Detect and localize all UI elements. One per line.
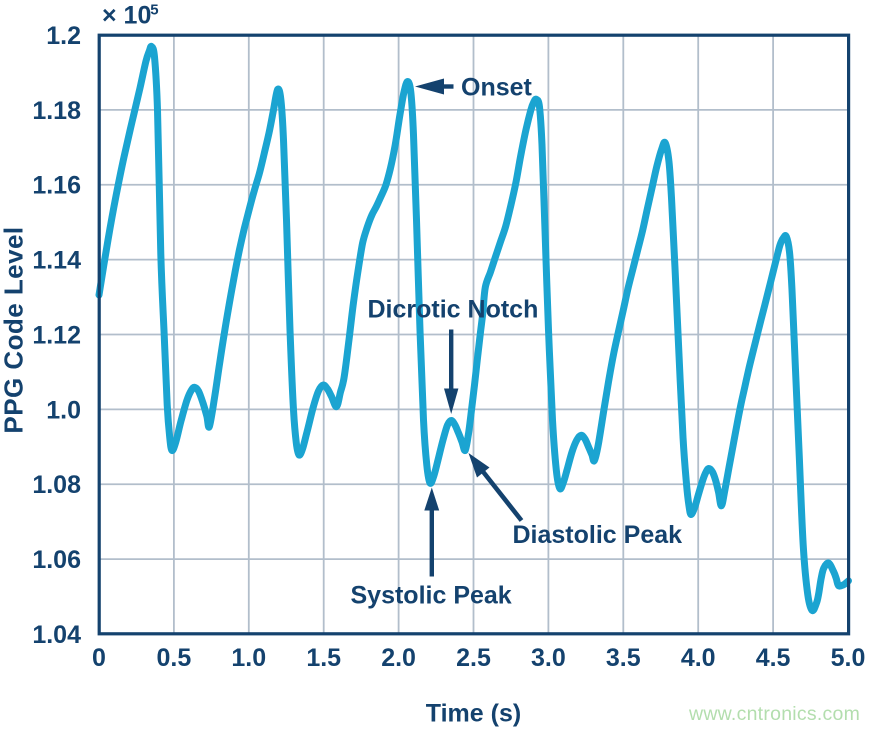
svg-text:PPG Code Level: PPG Code Level bbox=[0, 226, 28, 433]
svg-text:1.5: 1.5 bbox=[306, 644, 341, 672]
svg-text:4.5: 4.5 bbox=[756, 644, 791, 672]
svg-text:Dicrotic Notch: Dicrotic Notch bbox=[368, 296, 539, 324]
svg-text:Time (s): Time (s) bbox=[426, 700, 521, 728]
svg-text:3.0: 3.0 bbox=[531, 644, 566, 672]
svg-text:Systolic Peak: Systolic Peak bbox=[351, 582, 512, 610]
svg-text:2.0: 2.0 bbox=[381, 644, 416, 672]
svg-text:0.5: 0.5 bbox=[157, 644, 192, 672]
svg-text:1.18: 1.18 bbox=[32, 97, 81, 125]
svg-text:5: 5 bbox=[150, 2, 158, 19]
svg-text:1.16: 1.16 bbox=[32, 172, 81, 200]
svg-text:2.5: 2.5 bbox=[456, 644, 491, 672]
svg-text:× 10: × 10 bbox=[102, 2, 151, 30]
svg-text:1.2: 1.2 bbox=[46, 22, 81, 50]
svg-text:1.14: 1.14 bbox=[32, 247, 81, 275]
svg-text:1.0: 1.0 bbox=[46, 396, 81, 424]
svg-text:5.0: 5.0 bbox=[831, 644, 866, 672]
svg-text:3.5: 3.5 bbox=[606, 644, 641, 672]
svg-text:1.04: 1.04 bbox=[32, 621, 81, 649]
svg-text:1.0: 1.0 bbox=[231, 644, 266, 672]
svg-text:1.06: 1.06 bbox=[32, 546, 81, 574]
svg-text:0: 0 bbox=[92, 644, 106, 672]
svg-text:1.12: 1.12 bbox=[32, 322, 81, 350]
svg-text:1.08: 1.08 bbox=[32, 471, 81, 499]
svg-text:4.0: 4.0 bbox=[681, 644, 716, 672]
svg-text:Diastolic Peak: Diastolic Peak bbox=[513, 521, 683, 549]
svg-text:Onset: Onset bbox=[461, 73, 533, 101]
svg-text:www.cntronics.com: www.cntronics.com bbox=[688, 703, 860, 725]
